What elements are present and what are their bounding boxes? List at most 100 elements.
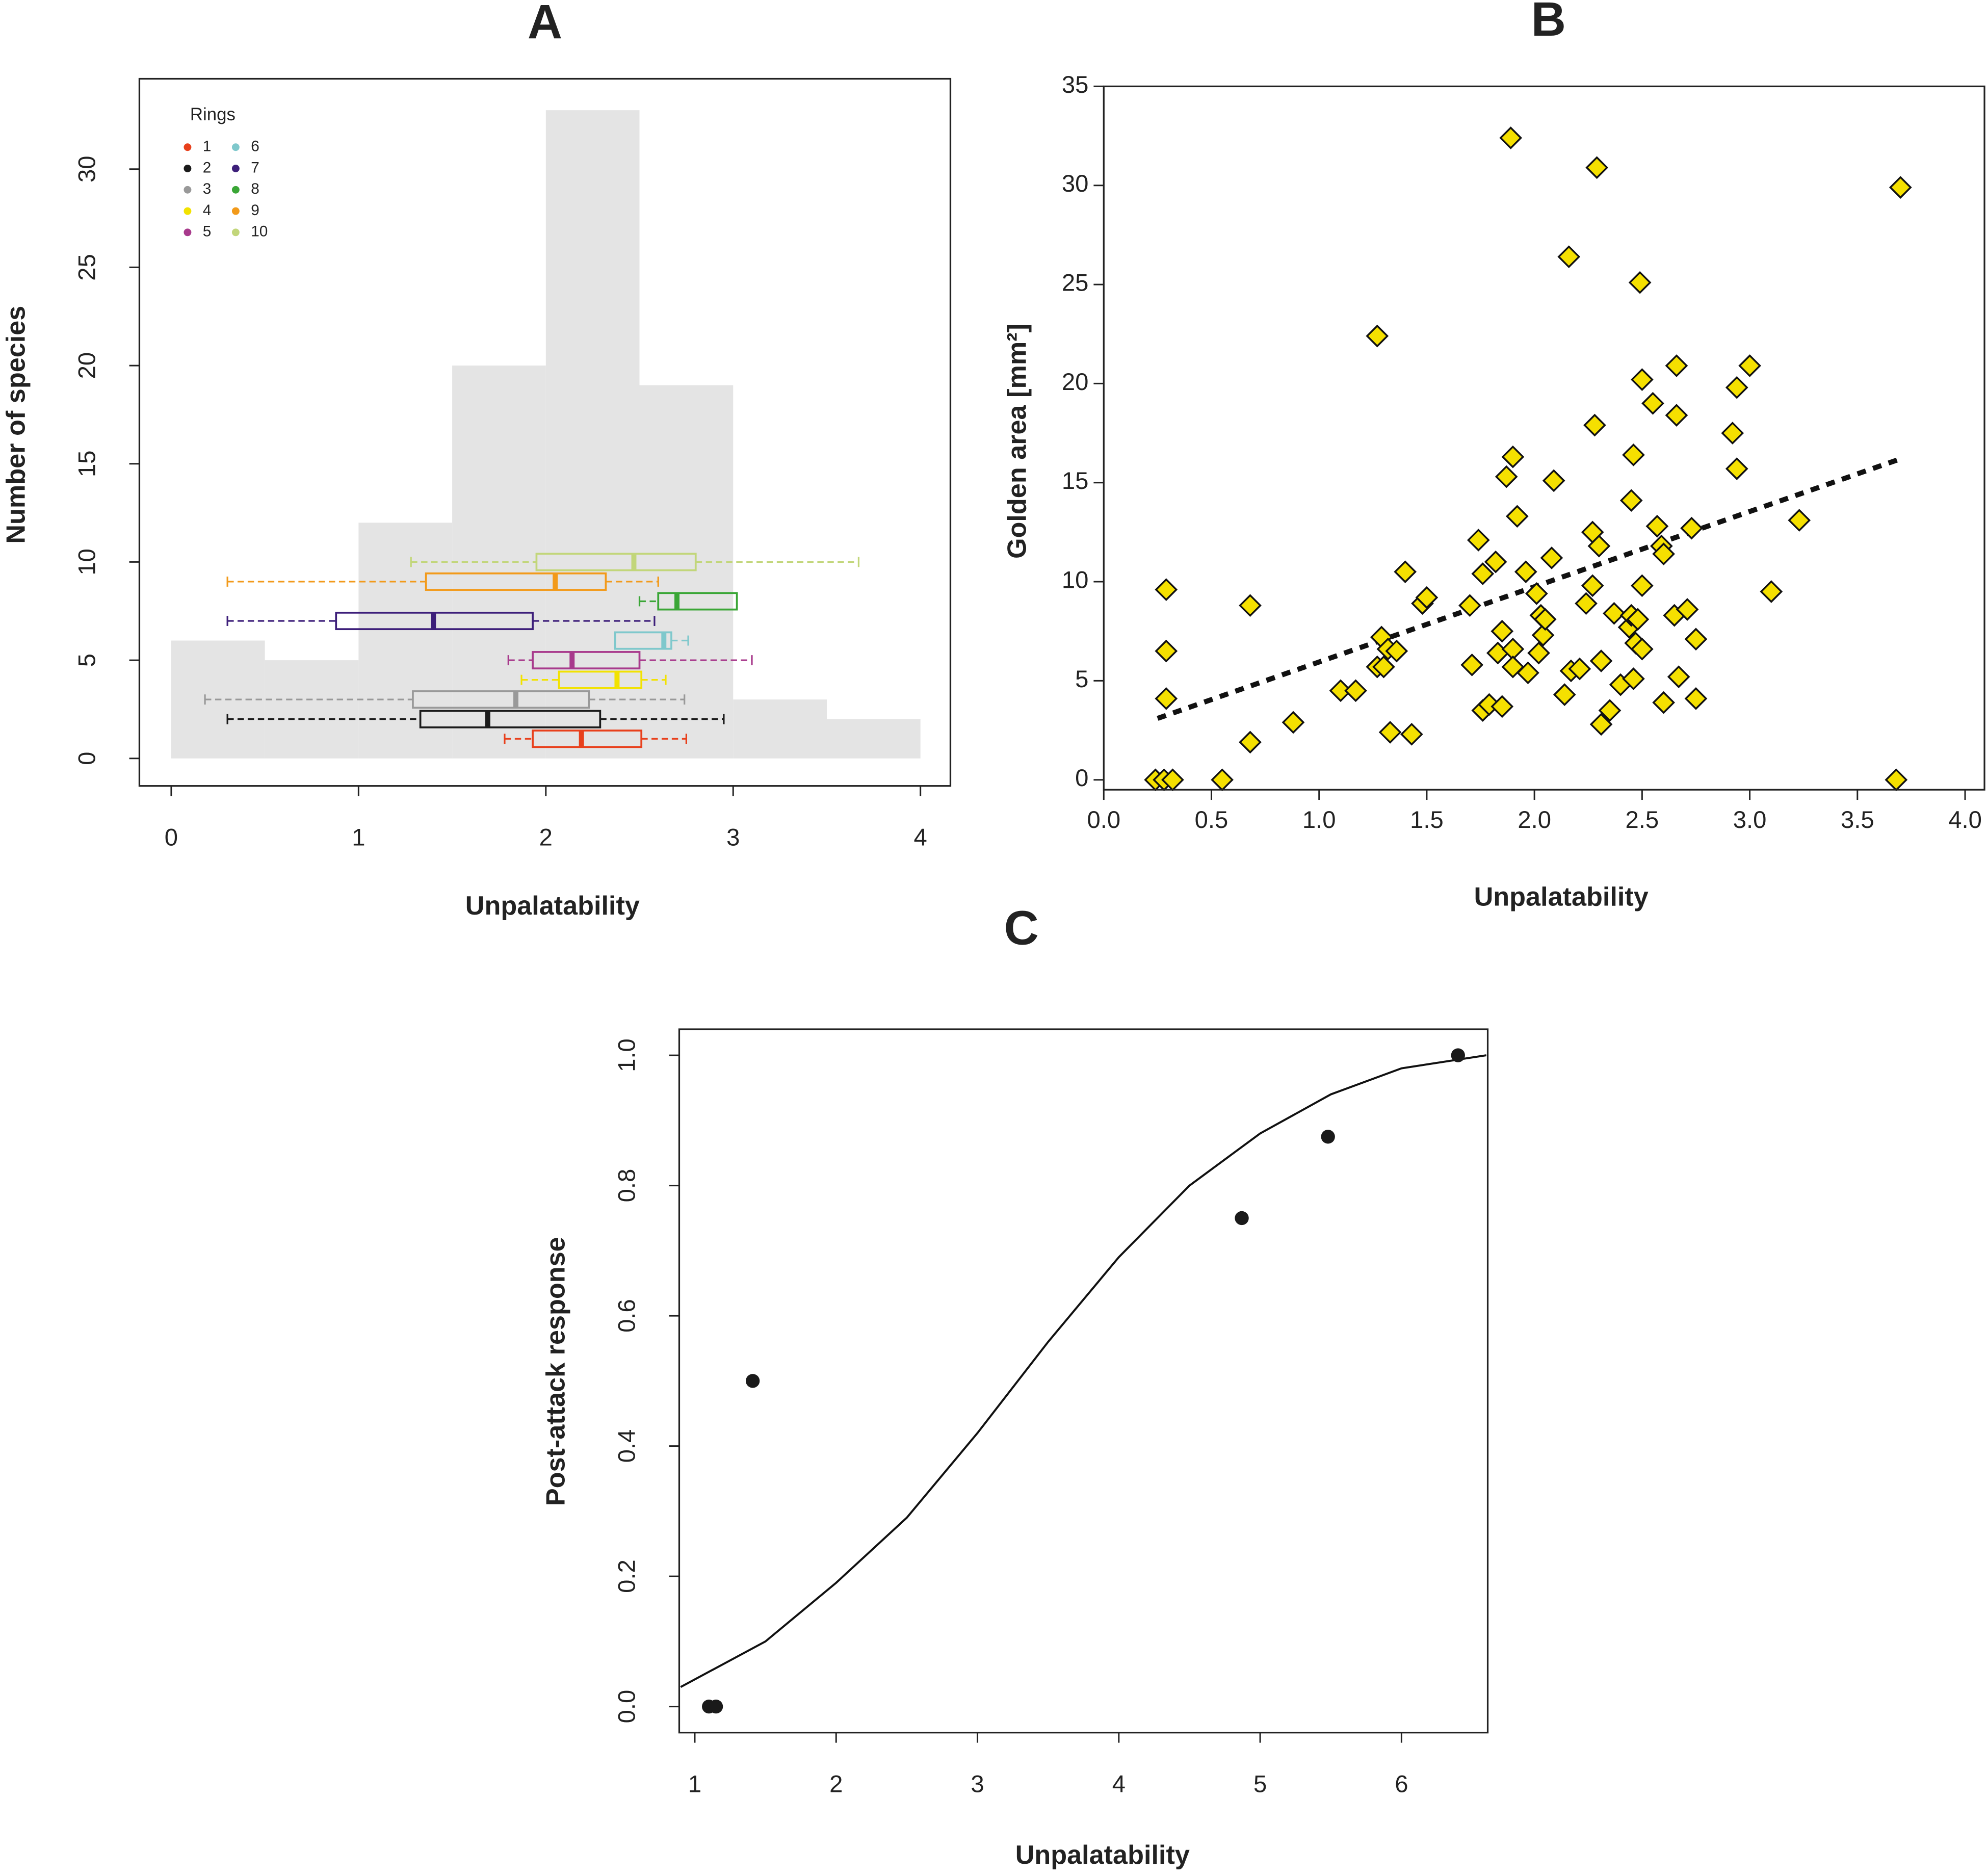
point — [1239, 731, 1262, 754]
point — [1885, 768, 1908, 792]
point — [1622, 443, 1645, 466]
box — [532, 729, 643, 748]
x-tick-label: 5 — [1253, 1771, 1267, 1798]
panel-title: C — [1004, 901, 1039, 955]
point — [1725, 457, 1748, 480]
x-tick-label: 0.5 — [1195, 806, 1228, 833]
point — [1471, 562, 1495, 585]
point — [1155, 578, 1178, 601]
point — [1282, 711, 1305, 734]
point — [1491, 619, 1514, 643]
point — [1603, 602, 1626, 625]
panel: C Unpalatability Post-attack response 1 2 3 4 5… — [541, 901, 1489, 1870]
y-tick-label: 10 — [1062, 567, 1089, 594]
legend-swatch — [184, 228, 192, 237]
point — [1531, 623, 1555, 647]
y-tick-label: 0.2 — [614, 1559, 641, 1593]
point — [1583, 413, 1606, 437]
point — [1738, 354, 1761, 377]
y-tick-label: 0.8 — [614, 1169, 641, 1203]
box — [412, 690, 590, 709]
box — [657, 592, 738, 611]
point — [1626, 608, 1650, 631]
legend-label: 10 — [251, 223, 268, 240]
point — [1495, 465, 1518, 488]
point — [1667, 665, 1690, 688]
y-tick-label: 5 — [73, 654, 100, 667]
y-tick-label: 20 — [73, 352, 100, 379]
point — [1415, 586, 1439, 609]
x-tick-label: 1.5 — [1410, 806, 1444, 833]
x-tick-label: 2.5 — [1626, 806, 1659, 833]
y-tick-label: 30 — [73, 155, 100, 183]
x-tick-label: 6 — [1395, 1771, 1408, 1798]
x-tick-label: 2 — [829, 1771, 843, 1798]
point — [1542, 469, 1565, 492]
point — [1211, 768, 1234, 792]
plot-frame — [678, 1028, 1489, 1734]
y-tick-label: 25 — [1062, 270, 1089, 297]
point — [1329, 679, 1352, 702]
point — [1680, 516, 1703, 540]
point — [1684, 628, 1708, 651]
legend-swatch — [231, 143, 240, 151]
y-tick-label: 1.0 — [614, 1038, 641, 1072]
point — [1619, 489, 1643, 512]
y-axis-label: Golden area [mm²] — [1003, 324, 1032, 559]
legend-label: 8 — [251, 180, 259, 197]
point — [1652, 691, 1675, 714]
y-tick-label: 25 — [73, 254, 100, 281]
point — [745, 1374, 760, 1388]
point — [1589, 649, 1613, 672]
legend-label: 1 — [203, 138, 212, 155]
legend-swatch — [184, 186, 192, 194]
point — [1652, 542, 1675, 565]
point — [1557, 245, 1581, 269]
point — [1235, 1211, 1249, 1226]
point — [1499, 126, 1523, 149]
point — [1725, 376, 1748, 399]
point — [1676, 598, 1699, 621]
y-tick-label: 0.0 — [614, 1690, 641, 1724]
y-tick-label: 0 — [1075, 765, 1088, 792]
point — [1553, 683, 1576, 706]
legend-label: 5 — [203, 223, 212, 240]
x-tick-label: 4 — [914, 824, 927, 851]
point — [1631, 574, 1654, 597]
histogram-bar — [826, 719, 921, 759]
legend-swatch — [184, 207, 192, 215]
point — [1721, 422, 1744, 445]
point — [1533, 608, 1557, 631]
legend-label: 6 — [251, 138, 259, 155]
point — [1344, 679, 1367, 702]
y-tick-label: 0 — [73, 752, 100, 765]
point — [1451, 1048, 1465, 1062]
x-tick-label: 1 — [688, 1771, 701, 1798]
box — [535, 553, 697, 571]
point — [1501, 445, 1525, 468]
point — [1394, 560, 1417, 583]
point — [1581, 574, 1604, 597]
y-tick-label: 15 — [1062, 467, 1089, 494]
point — [1385, 639, 1408, 663]
histogram-bar — [545, 110, 640, 759]
point — [1467, 529, 1490, 552]
point — [1491, 695, 1514, 718]
y-tick-label: 30 — [1062, 170, 1089, 197]
x-axis-label: Unpalatability — [1015, 1840, 1190, 1870]
point — [1155, 687, 1178, 710]
point — [1628, 271, 1652, 294]
point — [1527, 641, 1550, 665]
x-tick-label: 2.0 — [1518, 806, 1551, 833]
point — [1587, 534, 1611, 558]
point — [1889, 176, 1912, 199]
box — [614, 631, 672, 650]
plot-frame — [1103, 85, 1985, 791]
point — [1645, 514, 1669, 538]
point — [1372, 655, 1395, 679]
panel: A Unpalatability Number of species 0 1 2 3 4 0 5 1… — [2, 0, 952, 921]
x-tick-label: 4.0 — [1948, 806, 1982, 833]
point — [1788, 509, 1811, 532]
point — [1506, 505, 1529, 528]
